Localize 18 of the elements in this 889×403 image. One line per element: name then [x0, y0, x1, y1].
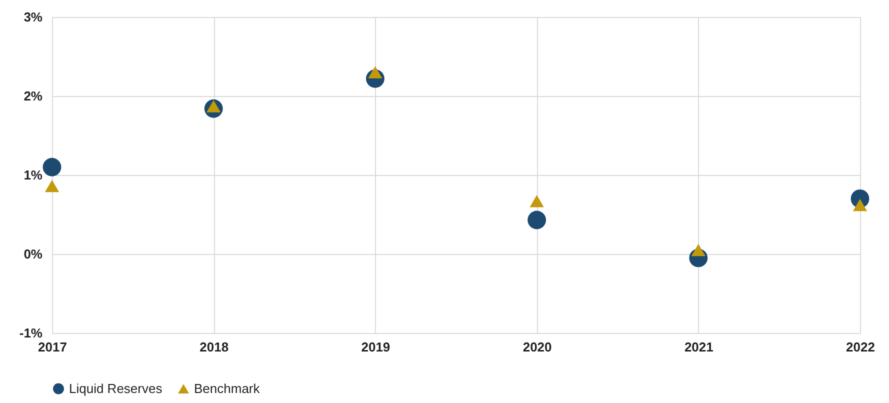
y-tick-label: 1%: [24, 168, 43, 182]
x-tick-label: 2017: [38, 340, 67, 354]
x-tick-label: 2020: [522, 340, 552, 354]
x-tick-label: 2019: [361, 340, 390, 354]
point: [44, 180, 60, 192]
legend-label: Liquid Reserves: [69, 380, 163, 396]
x-tick-label: 2022: [846, 340, 875, 354]
point: [530, 194, 544, 208]
point: [691, 244, 706, 256]
y-tick-label: -1%: [19, 326, 43, 340]
x-tick-label: 2021: [684, 340, 714, 354]
point: [42, 158, 62, 176]
legend-label: Benchmark: [194, 380, 260, 396]
point: [528, 210, 546, 230]
y-tick-label: 2%: [24, 88, 43, 104]
x-tick-label: 2018: [200, 340, 229, 354]
y-tick-label: 0%: [24, 246, 43, 262]
y-tick-label: 3%: [24, 10, 43, 24]
